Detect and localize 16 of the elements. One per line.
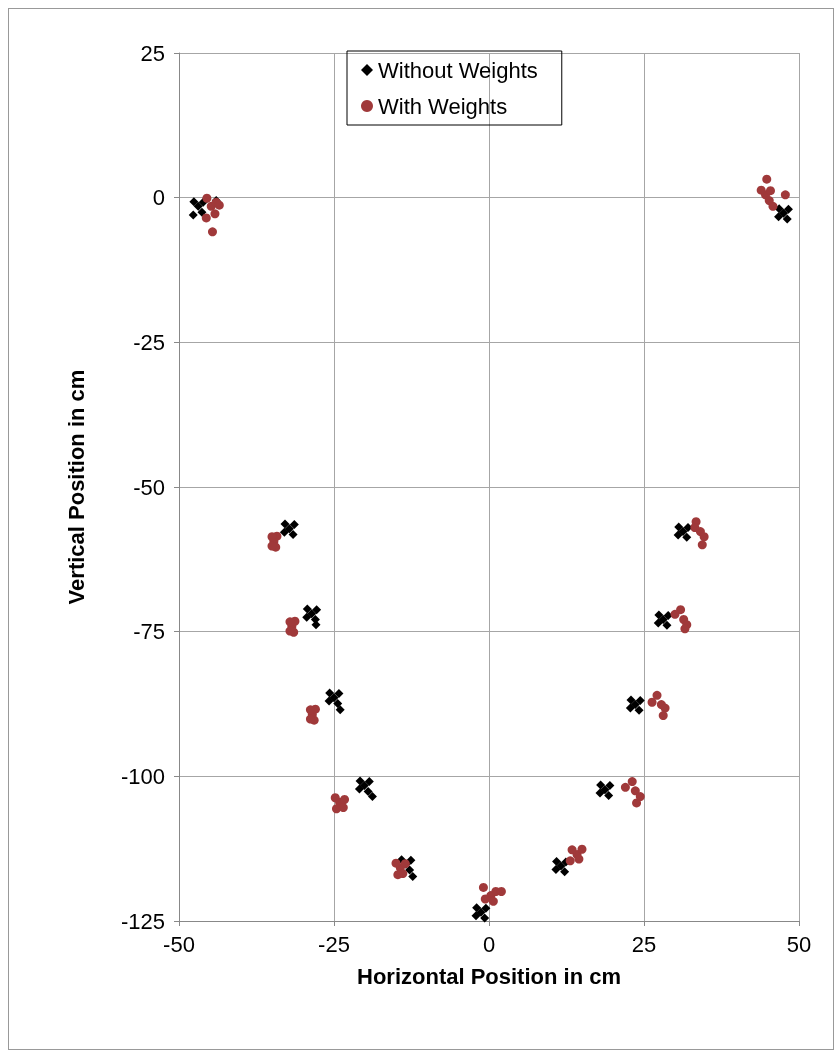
legend-label: With Weights	[378, 93, 508, 119]
x-tick-label: 50	[786, 931, 812, 957]
y-tick-label: 25	[140, 40, 165, 66]
y-tick-label: -125	[120, 908, 165, 934]
x-tick-label: -25	[318, 931, 350, 957]
y-tick-label: -75	[133, 619, 165, 645]
y-tick-label: -50	[133, 474, 165, 500]
legend-label: Without Weights	[378, 57, 538, 83]
y-tick-label: -25	[133, 329, 165, 355]
y-tick-label: 0	[152, 185, 165, 211]
x-tick-label: 25	[631, 931, 657, 957]
x-axis-title: Horizontal Position in cm	[356, 963, 622, 989]
x-tick-label: -50	[163, 931, 195, 957]
y-axis-title: Vertical Position in cm	[63, 369, 89, 605]
y-tick-label: -100	[120, 763, 165, 789]
x-tick-label: 0	[482, 931, 496, 957]
